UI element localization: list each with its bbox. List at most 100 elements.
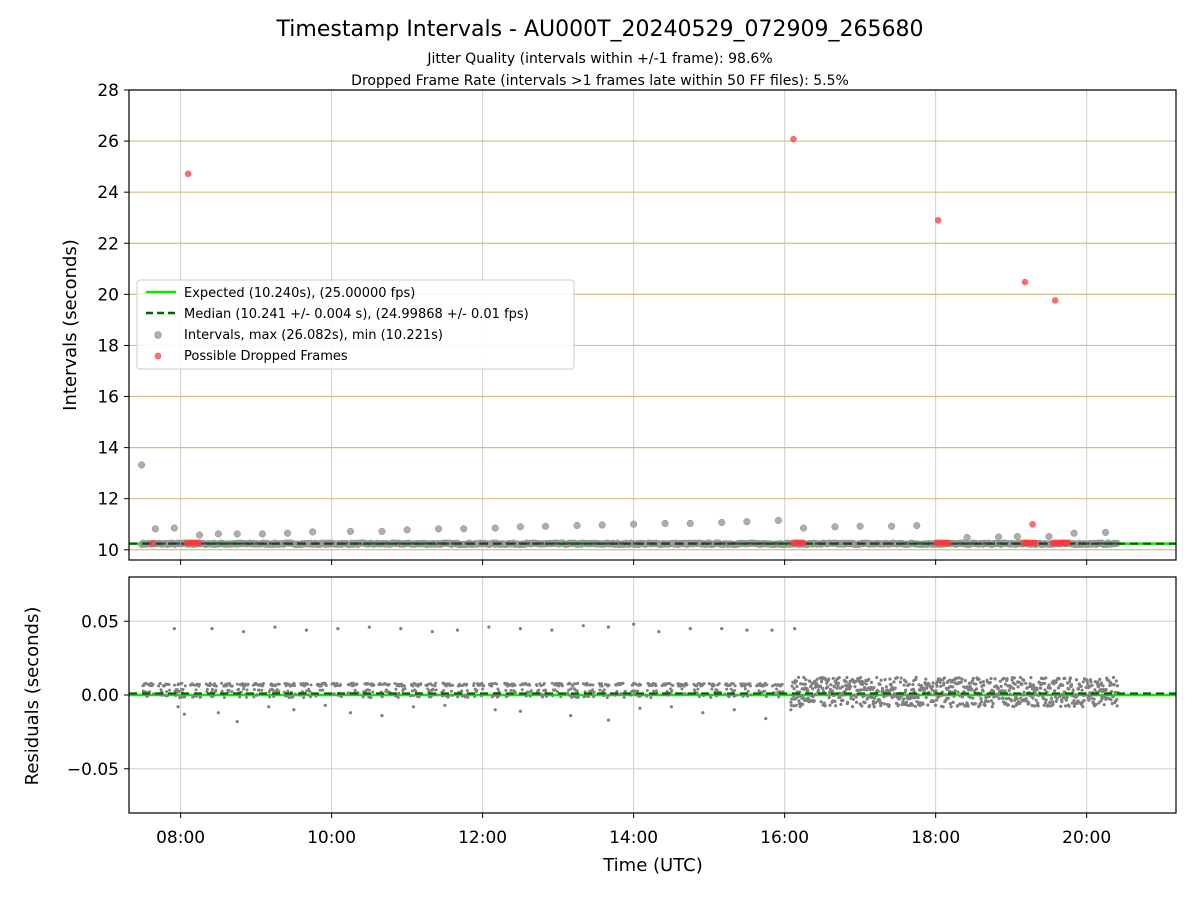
residual-point: [1111, 695, 1115, 699]
residual-point: [832, 693, 836, 698]
residual-point: [921, 702, 925, 706]
residual-spike-point: [399, 627, 403, 631]
residual-point: [1036, 704, 1040, 708]
residual-spike-point: [430, 629, 434, 634]
residual-point: [225, 682, 229, 686]
residual-point: [790, 697, 794, 701]
residual-point: [823, 704, 827, 708]
residual-point: [775, 687, 779, 691]
residual-point: [419, 682, 423, 686]
residual-spike-point: [443, 703, 447, 707]
residual-point: [957, 676, 961, 680]
residual-point: [480, 681, 484, 685]
residual-point: [167, 683, 171, 687]
interval-point: [460, 525, 468, 533]
residual-point: [794, 679, 799, 683]
residual-point: [434, 681, 438, 685]
residual-point: [456, 695, 460, 699]
residual-point: [183, 695, 187, 699]
residual-point: [1079, 684, 1083, 688]
residual-point: [671, 683, 675, 687]
chart-subtitle-dropped: Dropped Frame Rate (intervals >1 frames …: [351, 73, 849, 89]
residual-point: [798, 704, 802, 709]
residual-point: [411, 684, 415, 688]
residual-point: [1094, 702, 1098, 707]
residual-point: [177, 690, 181, 694]
interval-point: [284, 529, 292, 537]
residual-point: [1009, 685, 1013, 689]
residual-spike-point: [550, 628, 554, 632]
residual-point: [1014, 694, 1018, 698]
residual-point: [971, 696, 975, 700]
residual-spike-point: [323, 703, 327, 707]
residual-point: [244, 695, 248, 699]
residual-point: [931, 681, 935, 685]
residual-point: [490, 684, 494, 688]
interval-point: [1101, 528, 1110, 536]
residual-point: [621, 681, 625, 685]
interval-point: [233, 530, 241, 538]
residual-point: [214, 688, 218, 692]
residual-spike-point: [632, 622, 636, 626]
residual-spike-point: [732, 708, 736, 712]
residual-point: [319, 684, 323, 688]
intervals-y-axis-label: Intervals (seconds): [60, 239, 81, 411]
residual-point: [268, 695, 272, 699]
residual-point: [959, 680, 963, 684]
residual-point: [907, 682, 911, 686]
residual-point: [367, 688, 371, 692]
residual-point: [949, 705, 953, 709]
x-tick-label: 08:00: [156, 828, 205, 848]
residual-point: [261, 681, 265, 685]
residual-point: [821, 689, 826, 694]
residual-point: [742, 682, 746, 686]
residual-point: [990, 704, 994, 709]
residual-point: [811, 687, 815, 691]
residual-point: [447, 694, 451, 698]
legend-dropped-label: Possible Dropped Frames: [184, 349, 348, 364]
residual-spike-point: [348, 711, 353, 715]
residual-point: [804, 678, 808, 682]
residual-point: [633, 689, 637, 693]
residual-point: [372, 683, 376, 687]
residual-point: [199, 695, 203, 699]
residual-point: [696, 687, 700, 691]
residual-point: [257, 688, 261, 692]
residual-point: [1109, 698, 1113, 702]
residual-point: [757, 689, 761, 693]
residual-point: [623, 689, 627, 693]
residual-point: [1090, 683, 1094, 687]
residual-point: [591, 683, 595, 687]
residual-point: [874, 693, 878, 698]
residual-point: [1048, 686, 1052, 690]
residual-point: [837, 676, 841, 680]
residual-point: [997, 696, 1001, 701]
residual-point: [864, 682, 868, 686]
residual-point: [255, 693, 259, 697]
residual-point: [834, 704, 838, 708]
residual-point: [619, 692, 623, 696]
residual-point: [417, 695, 421, 699]
interval-point: [963, 533, 971, 542]
residual-point: [683, 691, 687, 695]
residual-point: [473, 694, 477, 698]
residual-point: [429, 695, 433, 699]
residual-point: [650, 684, 654, 688]
residual-point: [1057, 677, 1061, 681]
residual-point: [926, 703, 930, 707]
residual-point: [956, 690, 960, 694]
residual-point: [402, 684, 406, 688]
residual-spike-point: [304, 628, 309, 632]
residual-point: [875, 675, 879, 680]
residual-point: [1047, 704, 1052, 708]
residual-point: [412, 694, 416, 698]
residual-point: [1018, 701, 1022, 705]
residual-point: [904, 700, 909, 704]
residual-point: [576, 681, 580, 685]
residual-point: [746, 689, 750, 693]
residual-point: [1010, 678, 1014, 682]
residual-point: [729, 687, 733, 691]
residual-point: [811, 694, 815, 699]
residual-point: [916, 695, 920, 700]
residual-point: [854, 679, 858, 683]
